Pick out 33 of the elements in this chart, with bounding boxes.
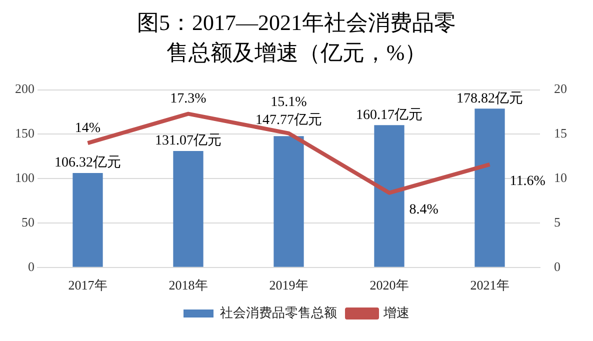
y2-tick-label: 15 (554, 126, 567, 141)
data-label: 11.6% (510, 174, 546, 190)
legend-label: 增速 (382, 306, 410, 321)
data-label: 178.82亿元 (456, 90, 523, 106)
x-tick-label: 2020年 (370, 278, 409, 293)
data-label: 17.3% (170, 91, 207, 106)
data-label: 147.77亿元 (256, 112, 322, 128)
y2-tick-label: 5 (554, 214, 560, 230)
y-tick-label: 100 (15, 170, 34, 186)
data-label: 160.17亿元 (356, 106, 422, 123)
x-tick-label: 2018年 (168, 278, 208, 293)
data-label: 14% (74, 120, 101, 136)
y-tick-label: 200 (15, 81, 34, 96)
y2-tick-label: 20 (554, 81, 567, 96)
y-tick-label: 0 (28, 258, 34, 274)
data-label: 8.4% (409, 202, 439, 218)
data-label: 106.32亿元 (54, 154, 121, 171)
y-tick-label: 50 (22, 214, 34, 230)
bar (474, 108, 505, 267)
y2-tick-label: 0 (554, 258, 560, 274)
bar (72, 172, 103, 267)
chart-title: 图5：2017—2021年社会消费品零售总额及增速（亿元，%） (136, 9, 457, 67)
data-label: 15.1% (270, 94, 308, 110)
bar (374, 125, 404, 267)
legend-label: 社会消费品零售总额 (220, 306, 337, 321)
x-tick-label: 2019年 (269, 278, 308, 293)
y-tick-label: 150 (15, 126, 34, 141)
x-tick-label: 2017年 (68, 278, 108, 293)
y2-tick-label: 10 (554, 170, 567, 186)
bar (173, 151, 204, 267)
bar (274, 136, 304, 267)
x-tick-label: 2021年 (470, 278, 510, 293)
data-label: 131.07亿元 (155, 132, 222, 149)
